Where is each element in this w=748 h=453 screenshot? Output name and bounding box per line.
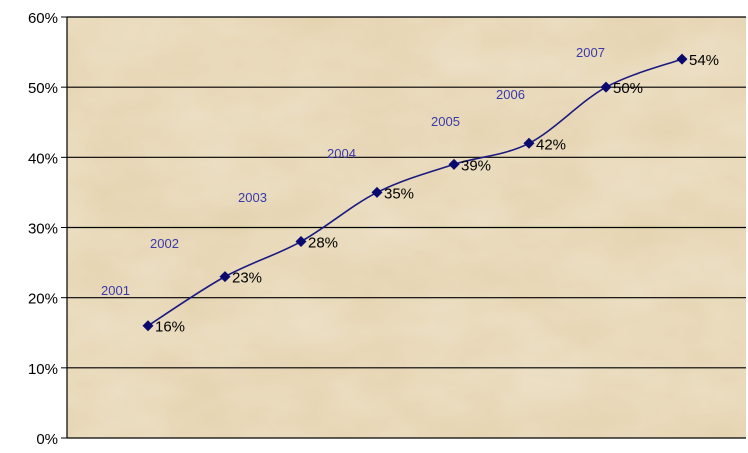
data-point-marker — [600, 81, 612, 93]
data-label: 54% — [689, 52, 719, 69]
data-point-marker — [523, 137, 535, 149]
category-label: 2003 — [238, 190, 267, 205]
y-tick-label: 0% — [36, 431, 58, 448]
data-label: 23% — [232, 270, 262, 287]
data-label: 39% — [461, 157, 491, 174]
data-label: 50% — [613, 80, 643, 97]
data-point-marker — [219, 271, 231, 283]
y-tick-label: 50% — [28, 80, 58, 97]
data-point-marker — [448, 158, 460, 170]
data-point-marker — [295, 236, 307, 248]
category-label: 2002 — [150, 236, 179, 251]
category-label: 2006 — [496, 87, 525, 102]
data-label: 42% — [536, 136, 566, 153]
category-label: 2007 — [576, 45, 605, 60]
y-tick-label: 10% — [28, 361, 58, 378]
y-tick-label: 30% — [28, 221, 58, 238]
y-tick-label: 20% — [28, 291, 58, 308]
category-label: 2001 — [101, 283, 130, 298]
data-label: 16% — [155, 319, 185, 336]
data-label: 35% — [384, 185, 414, 202]
data-label: 28% — [308, 235, 338, 252]
y-tick-label: 40% — [28, 150, 58, 167]
series-line — [147, 58, 683, 327]
data-point-marker — [676, 53, 688, 65]
data-point-marker — [142, 320, 154, 332]
data-point-marker — [371, 186, 383, 198]
y-tick-label: 60% — [28, 10, 58, 27]
category-label: 2005 — [431, 114, 460, 129]
category-label: 2004 — [327, 146, 356, 161]
